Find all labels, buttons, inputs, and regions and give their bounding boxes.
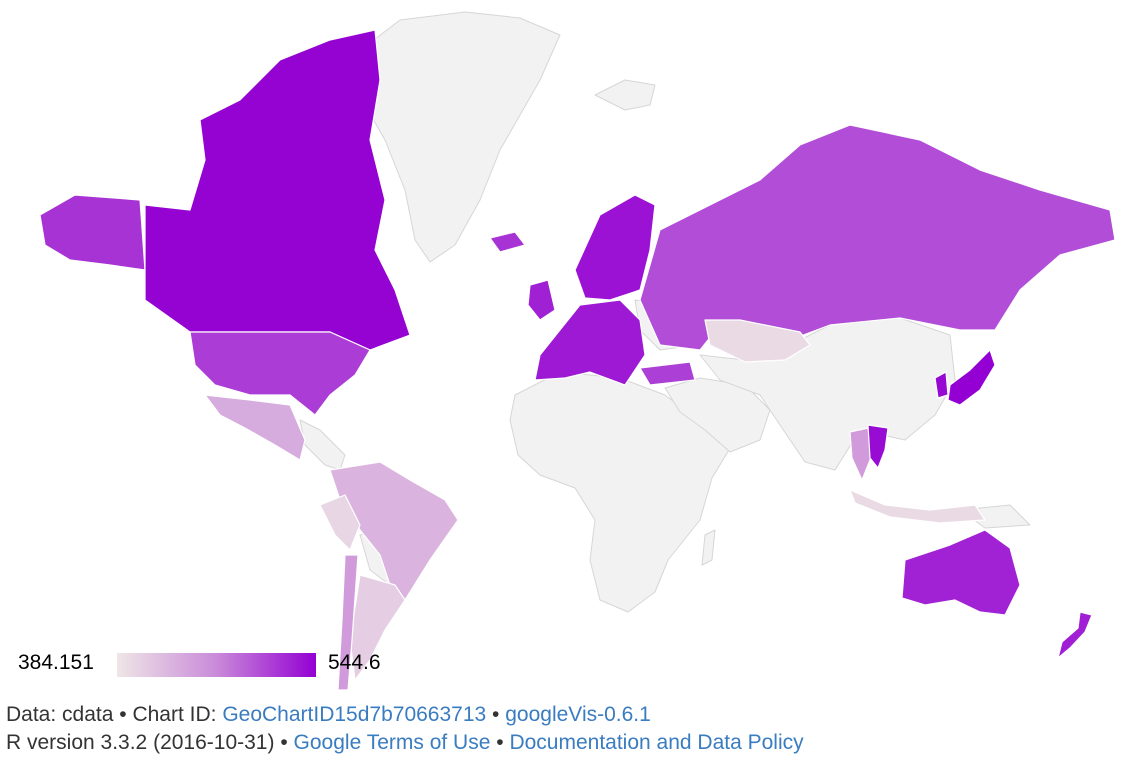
policy-link[interactable]: Documentation and Data Policy (509, 731, 804, 754)
separator: • (496, 731, 504, 754)
region-scandinavia[interactable] (574, 194, 656, 301)
terms-link[interactable]: Google Terms of Use (293, 731, 491, 754)
region-uk[interactable] (527, 279, 556, 321)
middle-east[interactable] (664, 377, 771, 453)
region-turkey[interactable] (639, 361, 696, 386)
r-version-label: R version 3.3.2 (2016-10-31) (6, 731, 275, 754)
footer-line-2: R version 3.3.2 (2016-10-31) • Google Te… (6, 731, 804, 755)
chart-id-link[interactable]: GeoChartID15d7b70663713 (222, 703, 487, 726)
region-thailand[interactable] (849, 427, 873, 481)
region-australia[interactable] (901, 529, 1021, 616)
separator: • (119, 703, 127, 726)
arctic-islands[interactable] (594, 79, 656, 111)
region-europe[interactable] (534, 299, 646, 386)
chart-id-label: Chart ID: (132, 703, 217, 726)
region-chile[interactable] (337, 554, 359, 691)
region-korea[interactable] (934, 371, 949, 399)
greenland[interactable] (344, 11, 561, 263)
region-usa[interactable] (189, 331, 371, 416)
region-alaska[interactable] (39, 194, 146, 271)
africa[interactable] (509, 371, 736, 613)
legend-min-label: 384.151 (18, 651, 94, 674)
region-canada[interactable] (144, 29, 411, 351)
legend-max-label: 544.6 (328, 651, 381, 674)
region-indonesia[interactable] (849, 489, 986, 524)
central-america[interactable] (299, 419, 346, 471)
data-label: Data: cdata (6, 703, 114, 726)
region-new-zealand[interactable] (1057, 611, 1093, 659)
googlevis-link[interactable]: googleVis-0.6.1 (505, 703, 651, 726)
separator: • (280, 731, 288, 754)
geo-map[interactable] (0, 0, 1138, 700)
region-iceland[interactable] (489, 231, 526, 253)
region-russia[interactable] (639, 124, 1116, 351)
region-mexico[interactable] (204, 394, 306, 461)
region-peru[interactable] (319, 494, 361, 551)
region-japan[interactable] (947, 349, 996, 406)
color-scale-legend (117, 653, 316, 677)
madagascar[interactable] (701, 529, 716, 566)
footer-line-1: Data: cdata • Chart ID: GeoChartID15d7b7… (6, 703, 651, 727)
region-vietnam[interactable] (867, 424, 889, 469)
region-kazakhstan[interactable] (704, 319, 811, 363)
separator: • (492, 703, 500, 726)
